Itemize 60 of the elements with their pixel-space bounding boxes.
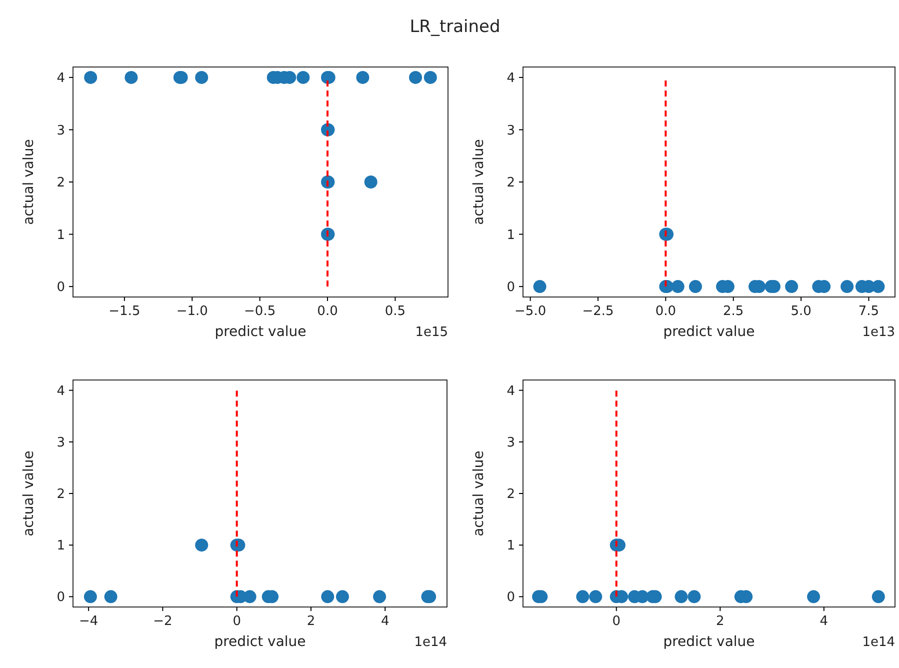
x-tick-label: −2.5	[582, 304, 614, 319]
y-tick-label: 3	[506, 123, 515, 138]
x-tick-label: 0.0	[317, 304, 338, 319]
y-tick-label: 3	[56, 123, 65, 138]
point	[296, 70, 310, 84]
y-tick-label: 0	[56, 590, 65, 606]
point	[409, 70, 422, 84]
x-tick-label: 2.5	[723, 304, 744, 319]
y-tick-label: 4	[506, 71, 515, 86]
x-tick-label: 5.0	[790, 304, 812, 319]
y-tick-label: 4	[56, 71, 65, 86]
text: 1e13	[862, 325, 895, 340]
chart-title: LR_trained	[410, 17, 500, 37]
y-tick-label: 1	[506, 538, 515, 554]
y-tick-label: 2	[506, 176, 515, 191]
y-tick-label: 2	[506, 487, 515, 502]
y-tick-label: 0	[506, 280, 515, 296]
text: 1e14	[862, 635, 895, 650]
x-tick-label: −2	[153, 614, 172, 629]
y-tick-label: 0	[506, 590, 515, 606]
y-tick-label: 0	[56, 280, 65, 296]
point	[195, 70, 208, 84]
x-tick-label: −5.0	[514, 304, 546, 319]
x-axis-title: predict value	[663, 324, 755, 340]
x-axis-title: predict value	[214, 324, 306, 340]
x-tick-label: 0	[612, 614, 621, 629]
point	[364, 176, 378, 188]
x-tick-label: 2	[306, 614, 316, 629]
point	[424, 70, 437, 84]
y-axis-title: actual value	[471, 450, 487, 536]
x-tick-label: 2	[716, 614, 724, 629]
y-tick-label: 1	[56, 538, 65, 554]
y-axis-title: actual value	[471, 139, 487, 225]
y-axis-title: actual value	[21, 450, 37, 536]
x-tick-label: 0.5	[384, 304, 406, 319]
x-tick-label: 4	[820, 614, 828, 629]
x-tick-label: 7.5	[858, 304, 880, 319]
y-tick-label: 2	[56, 176, 65, 191]
point	[124, 70, 138, 84]
y-tick-label: 4	[56, 384, 65, 399]
x-tick-label: −1.5	[108, 304, 140, 319]
text: 1e14	[414, 635, 447, 650]
x-axis-title: predict value	[214, 634, 306, 650]
point	[356, 70, 370, 84]
x-tick-label: 4	[380, 614, 390, 629]
y-tick-label: 3	[56, 435, 65, 450]
text: 1e15	[415, 325, 448, 340]
y-tick-label: 1	[506, 228, 515, 243]
y-tick-label: 2	[56, 487, 65, 502]
x-tick-label: −4	[78, 614, 98, 629]
y-tick-label: 4	[506, 384, 515, 399]
y-tick-label: 1	[56, 228, 65, 243]
point	[84, 70, 98, 84]
x-tick-label: 0.0	[655, 304, 676, 319]
y-axis-title: actual value	[21, 139, 37, 225]
x-axis-title: predict value	[663, 634, 755, 650]
y-tick-label: 3	[506, 435, 515, 450]
x-tick-label: −1.0	[176, 304, 208, 319]
x-tick-label: −0.5	[244, 304, 276, 319]
x-tick-label: 0	[232, 614, 241, 629]
